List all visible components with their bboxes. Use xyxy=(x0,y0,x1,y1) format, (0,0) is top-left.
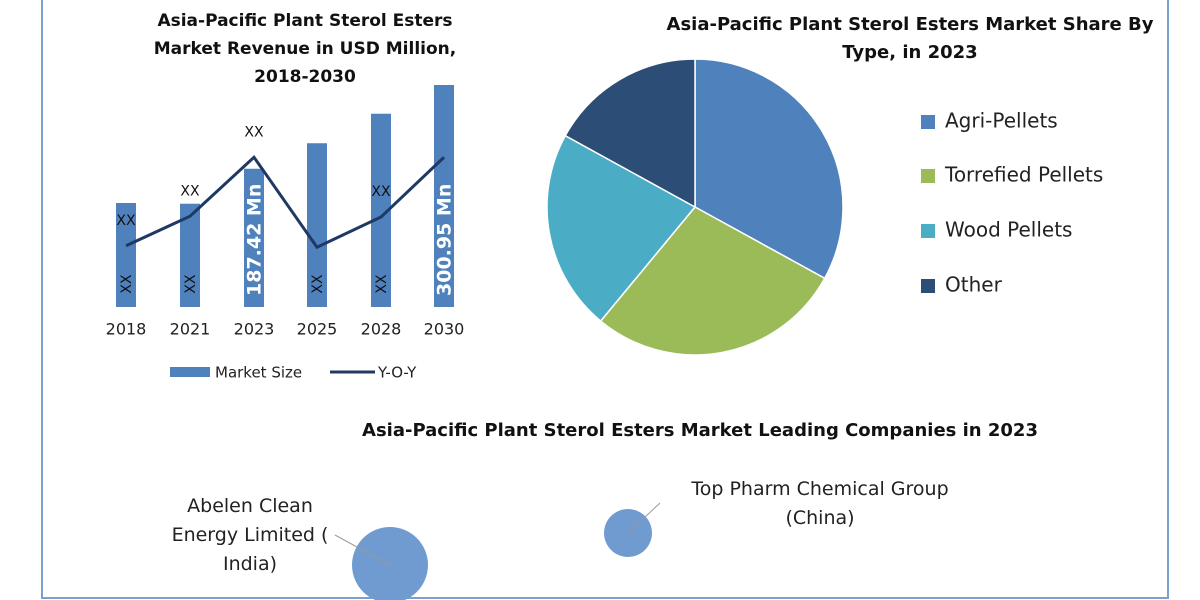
legend-label: Other xyxy=(945,273,1003,297)
x-tick-label: 2021 xyxy=(170,320,211,339)
bar xyxy=(180,203,200,307)
legend-swatch xyxy=(170,367,210,377)
bar-value-label: 300.95 Mn xyxy=(434,184,456,296)
leader-line xyxy=(627,502,661,534)
legend-label: Torrefied Pellets xyxy=(944,163,1103,187)
bar-value-label: XX xyxy=(374,274,390,294)
frame xyxy=(41,0,1169,599)
line-value-label: XX xyxy=(371,184,391,200)
x-tick-label: 2025 xyxy=(297,320,338,339)
pie-slice xyxy=(546,134,697,323)
bubble-label: Top Pharm Chemical Group (China) xyxy=(691,478,949,529)
bar xyxy=(307,143,327,307)
pie-chart-title: Asia-Pacific Plant Sterol Esters Market … xyxy=(666,14,1154,63)
legend-label: Wood Pellets xyxy=(945,218,1072,242)
bar xyxy=(371,113,391,307)
legend-label: Market Size xyxy=(215,364,302,382)
bar-chart-title: Asia-Pacific Plant Sterol Esters Market … xyxy=(153,11,457,87)
bar xyxy=(434,85,454,307)
pie-slice xyxy=(694,58,844,280)
legend-swatch xyxy=(921,169,935,183)
line-value-label: XX xyxy=(180,183,200,199)
line-value-label: XX xyxy=(244,124,264,140)
leader-line xyxy=(334,534,391,566)
legend-swatch xyxy=(921,115,935,129)
x-tick-label: 2030 xyxy=(424,320,465,339)
line-series xyxy=(125,154,446,250)
bar-value-label: XX xyxy=(183,274,199,294)
legend-swatch xyxy=(921,224,935,238)
bar-value-label: XX xyxy=(119,274,135,294)
legend-label: Agri-Pellets xyxy=(945,109,1058,133)
line-value-label: XX xyxy=(116,213,136,229)
x-tick-label: 2018 xyxy=(106,320,147,339)
x-tick-label: 2023 xyxy=(234,320,275,339)
bar xyxy=(116,202,136,307)
pie-slice xyxy=(564,58,696,209)
bubble xyxy=(352,527,428,600)
legend-label: Y-O-Y xyxy=(377,364,417,382)
legend-swatch xyxy=(921,279,935,293)
x-tick-label: 2028 xyxy=(361,320,402,339)
bubble-label: Abelen Clean Energy Limited ( India) xyxy=(171,495,329,575)
bar-value-label: XX xyxy=(310,274,326,294)
bar xyxy=(244,168,264,307)
pie-slice xyxy=(599,206,826,356)
bubble-chart-title: Asia-Pacific Plant Sterol Esters Market … xyxy=(362,420,1038,441)
bar-value-label: 187.42 Mn xyxy=(244,184,266,296)
